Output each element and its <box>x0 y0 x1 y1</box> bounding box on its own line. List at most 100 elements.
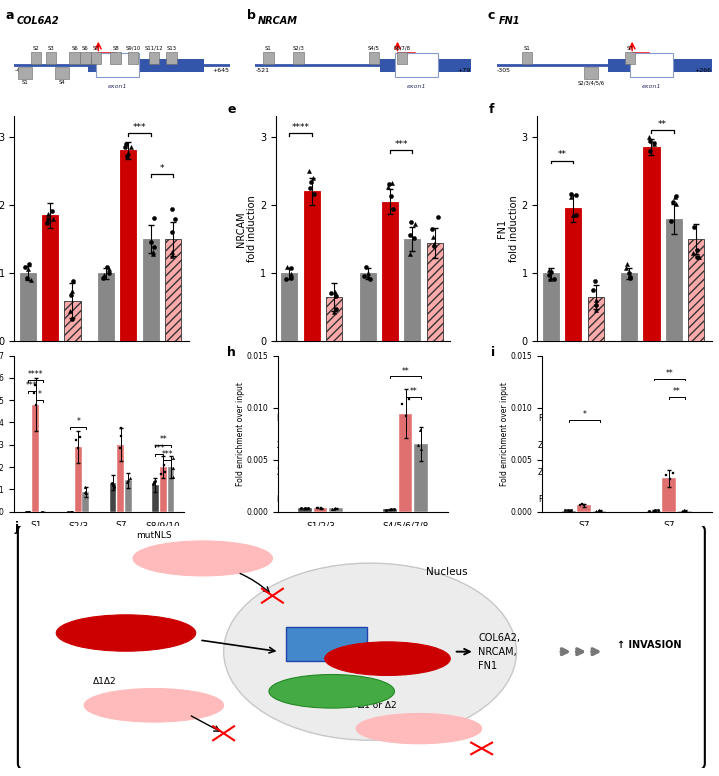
Bar <box>88 59 203 72</box>
Bar <box>109 483 116 511</box>
Text: -: - <box>71 441 74 449</box>
Text: -: - <box>333 441 336 449</box>
Text: +: + <box>308 441 315 449</box>
Text: +: + <box>308 414 315 423</box>
Text: **: ** <box>402 366 410 376</box>
Text: -: - <box>411 414 413 423</box>
Bar <box>168 467 174 511</box>
Text: -: - <box>549 441 552 449</box>
Bar <box>42 215 58 341</box>
Bar <box>382 202 398 341</box>
Bar <box>577 505 591 511</box>
Bar <box>55 67 69 79</box>
Text: NRCAMmut: NRCAMmut <box>276 494 321 504</box>
Text: S3: S3 <box>47 46 55 50</box>
Text: +: + <box>125 414 132 423</box>
Y-axis label: Fold enrichment over input: Fold enrichment over input <box>236 382 245 486</box>
Text: -: - <box>628 441 631 449</box>
Text: -: - <box>650 494 653 504</box>
Text: FN1: FN1 <box>499 16 521 26</box>
Ellipse shape <box>84 688 224 722</box>
Text: **: ** <box>673 387 681 397</box>
Text: -: - <box>27 441 29 449</box>
Text: NRCAM: NRCAM <box>276 414 306 423</box>
Text: COL6A2: COL6A2 <box>17 16 59 26</box>
Bar <box>127 52 138 64</box>
Text: HEK: HEK <box>653 369 672 379</box>
Bar <box>160 467 167 511</box>
Text: U87: U87 <box>40 369 60 379</box>
Text: -: - <box>628 494 631 504</box>
Text: +266: +266 <box>695 68 712 73</box>
Text: +: + <box>693 441 700 449</box>
Bar <box>644 147 659 341</box>
Text: +: + <box>170 494 176 504</box>
Ellipse shape <box>356 713 482 743</box>
Bar <box>31 52 41 64</box>
Bar <box>75 447 81 511</box>
Text: j: j <box>14 521 19 534</box>
Text: +: + <box>387 414 393 423</box>
Text: ZFAND3: ZFAND3 <box>538 441 569 449</box>
Text: -: - <box>127 494 130 504</box>
Text: ****: **** <box>28 370 43 379</box>
Text: ↑ INVASION: ↑ INVASION <box>617 639 682 650</box>
Bar <box>96 54 139 78</box>
Text: -: - <box>104 494 107 504</box>
Text: U87: U87 <box>564 369 583 379</box>
Text: S1: S1 <box>22 80 29 85</box>
Bar <box>369 52 379 64</box>
Bar <box>666 219 682 341</box>
Bar <box>83 491 89 511</box>
Text: ZFAND3-Δ1Δ2: ZFAND3-Δ1Δ2 <box>538 468 594 476</box>
Text: -: - <box>288 441 290 449</box>
Text: +: + <box>103 414 109 423</box>
Bar <box>329 508 343 511</box>
Text: -: - <box>572 468 574 476</box>
Text: S8: S8 <box>112 46 119 50</box>
Bar <box>165 239 181 341</box>
Text: **: ** <box>557 151 567 159</box>
Ellipse shape <box>133 541 273 576</box>
Bar <box>585 67 598 79</box>
Text: *: * <box>37 390 42 400</box>
Y-axis label: Fold enrichment over input: Fold enrichment over input <box>500 382 509 486</box>
Text: NRCAM: NRCAM <box>257 16 298 26</box>
Ellipse shape <box>224 563 516 740</box>
Text: -: - <box>672 414 675 423</box>
Bar <box>281 273 298 341</box>
Text: S11/12: S11/12 <box>145 46 164 50</box>
Text: h: h <box>227 346 236 359</box>
Text: ***: *** <box>154 444 165 452</box>
Text: +: + <box>409 494 416 504</box>
Text: -: - <box>433 414 436 423</box>
Bar <box>380 59 471 72</box>
Bar <box>630 54 673 78</box>
Bar <box>286 628 367 661</box>
Text: +: + <box>47 441 53 449</box>
Text: TF: TF <box>319 639 334 650</box>
Bar <box>662 478 676 511</box>
Text: c: c <box>488 9 495 22</box>
Text: ZFAND3-Δ1Δ2: ZFAND3-Δ1Δ2 <box>15 468 70 476</box>
Text: -: - <box>672 441 675 449</box>
Text: S7: S7 <box>93 46 99 50</box>
Bar <box>142 239 159 341</box>
Text: Nucleus: Nucleus <box>426 567 467 577</box>
Bar <box>18 67 32 79</box>
Text: -: - <box>150 414 152 423</box>
Bar <box>120 151 137 341</box>
Text: *: * <box>582 411 586 419</box>
Text: +: + <box>331 468 337 476</box>
Text: -: - <box>366 441 369 449</box>
Text: S6: S6 <box>82 46 88 50</box>
Text: +: + <box>24 414 31 423</box>
Text: ZFAND3: ZFAND3 <box>106 629 146 638</box>
Text: +: + <box>365 414 371 423</box>
Bar <box>117 445 124 511</box>
Text: +: + <box>592 414 599 423</box>
Text: mutNLS: mutNLS <box>136 531 172 539</box>
Bar <box>543 273 559 341</box>
Bar <box>521 52 532 64</box>
Text: +: + <box>570 414 577 423</box>
